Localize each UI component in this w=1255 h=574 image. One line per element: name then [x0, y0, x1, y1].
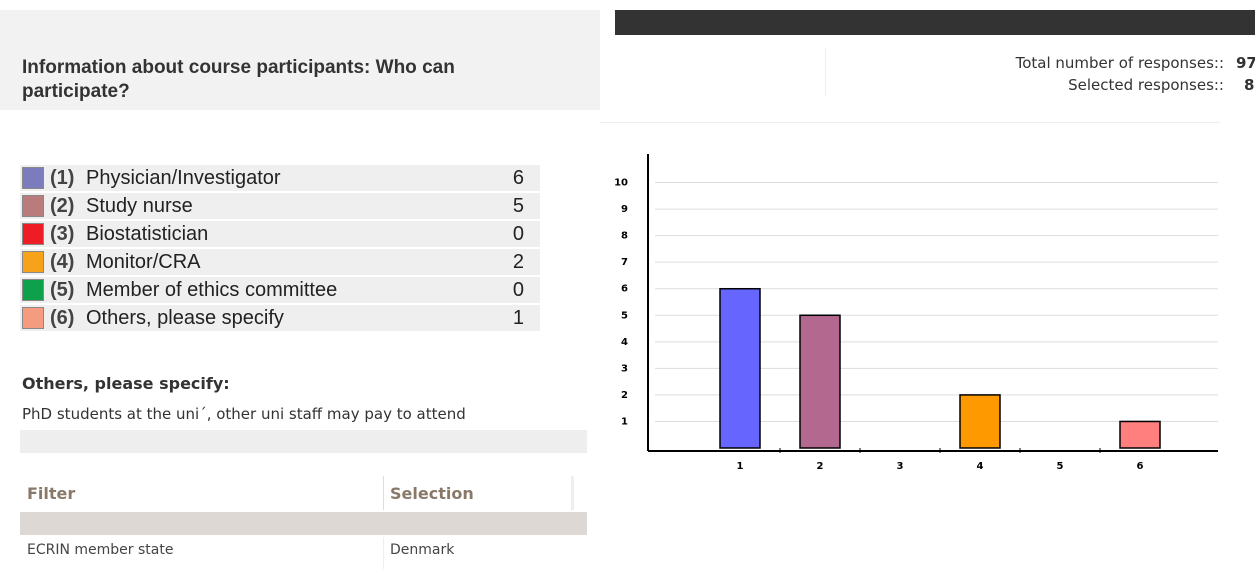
spacer-bar — [20, 430, 587, 453]
y-tick-label: 9 — [621, 204, 628, 215]
top-bar — [615, 10, 1255, 35]
option-count: 5 — [512, 195, 524, 217]
y-tick-label: 4 — [621, 337, 628, 348]
swatch — [22, 279, 44, 301]
y-tick-label: 6 — [621, 284, 628, 295]
option-number: (6) — [50, 307, 75, 329]
y-tick-label: 10 — [614, 178, 628, 189]
y-tick-label: 2 — [621, 390, 628, 401]
y-tick-label: 3 — [621, 363, 628, 374]
option-row: (3) Biostatistician 0 — [20, 221, 540, 247]
option-count: 1 — [512, 307, 524, 329]
option-row: (2) Study nurse 5 — [20, 193, 540, 219]
separator — [825, 48, 826, 96]
y-tick-label: 7 — [621, 257, 628, 268]
x-tick-label: 4 — [977, 461, 984, 472]
option-count: 6 — [512, 167, 524, 189]
option-count: 2 — [512, 251, 524, 273]
option-number: (3) — [50, 223, 75, 245]
option-count: 0 — [512, 279, 524, 301]
question-title: Information about course participants: W… — [22, 57, 455, 102]
option-row: (1) Physician/Investigator 6 — [20, 165, 540, 191]
filter-header: Selection — [390, 484, 474, 503]
option-number: (4) — [50, 251, 75, 273]
swatch — [22, 223, 44, 245]
bar — [719, 287, 761, 449]
option-label: Biostatistician — [86, 223, 209, 245]
option-number: (1) — [50, 167, 75, 189]
separator — [383, 476, 384, 510]
question-header — [0, 10, 600, 110]
x-tick-label: 1 — [737, 461, 744, 472]
total-label: Total number of responses:: — [1015, 54, 1224, 72]
filter-header: Filter — [27, 484, 76, 503]
bar — [1119, 420, 1161, 449]
y-tick-label: 8 — [621, 231, 628, 242]
selected: 8 — [1244, 76, 1255, 94]
option-number: (2) — [50, 195, 75, 217]
bar — [799, 314, 841, 449]
option-label: Others, please specify — [86, 307, 284, 329]
option-label: Monitor/CRA — [86, 251, 201, 273]
swatch — [22, 195, 44, 217]
option-label: Study nurse — [86, 195, 193, 217]
option-label: Physician/Investigator — [86, 167, 281, 189]
bar — [959, 394, 1001, 449]
x-tick-label: 6 — [1137, 461, 1144, 472]
swatch — [22, 251, 44, 273]
y-tick-label: 5 — [621, 310, 628, 321]
separator — [600, 122, 1220, 123]
option-number: (5) — [50, 279, 75, 301]
separator — [571, 476, 574, 510]
swatch — [22, 167, 44, 189]
option-count: 0 — [512, 223, 524, 245]
selected-label: Selected responses:: — [1068, 76, 1224, 94]
chart: 1 2 3 4 5 6 7 8 9 10 1 2 3 4 5 6 — [614, 154, 1218, 472]
filter-cell: ECRIN member state — [27, 542, 174, 558]
swatch — [22, 307, 44, 329]
option-row: (5) Member of ethics committee 0 — [20, 277, 540, 303]
others-text: PhD students at the uni´, other uni staf… — [22, 405, 466, 423]
x-tick-label: 2 — [817, 461, 824, 472]
filter-bar — [20, 512, 587, 535]
y-tick-label: 1 — [621, 416, 628, 427]
option-row: (4) Monitor/CRA 2 — [20, 249, 540, 275]
x-tick-label: 5 — [1057, 461, 1064, 472]
separator — [383, 537, 384, 569]
filter-cell: Denmark — [390, 542, 455, 558]
others-heading: Others, please specify: — [22, 374, 230, 393]
option-row: (6) Others, please specify 1 — [20, 305, 540, 331]
x-tick-label: 3 — [897, 461, 904, 472]
total: 97 — [1236, 54, 1255, 72]
option-label: Member of ethics committee — [86, 279, 338, 301]
